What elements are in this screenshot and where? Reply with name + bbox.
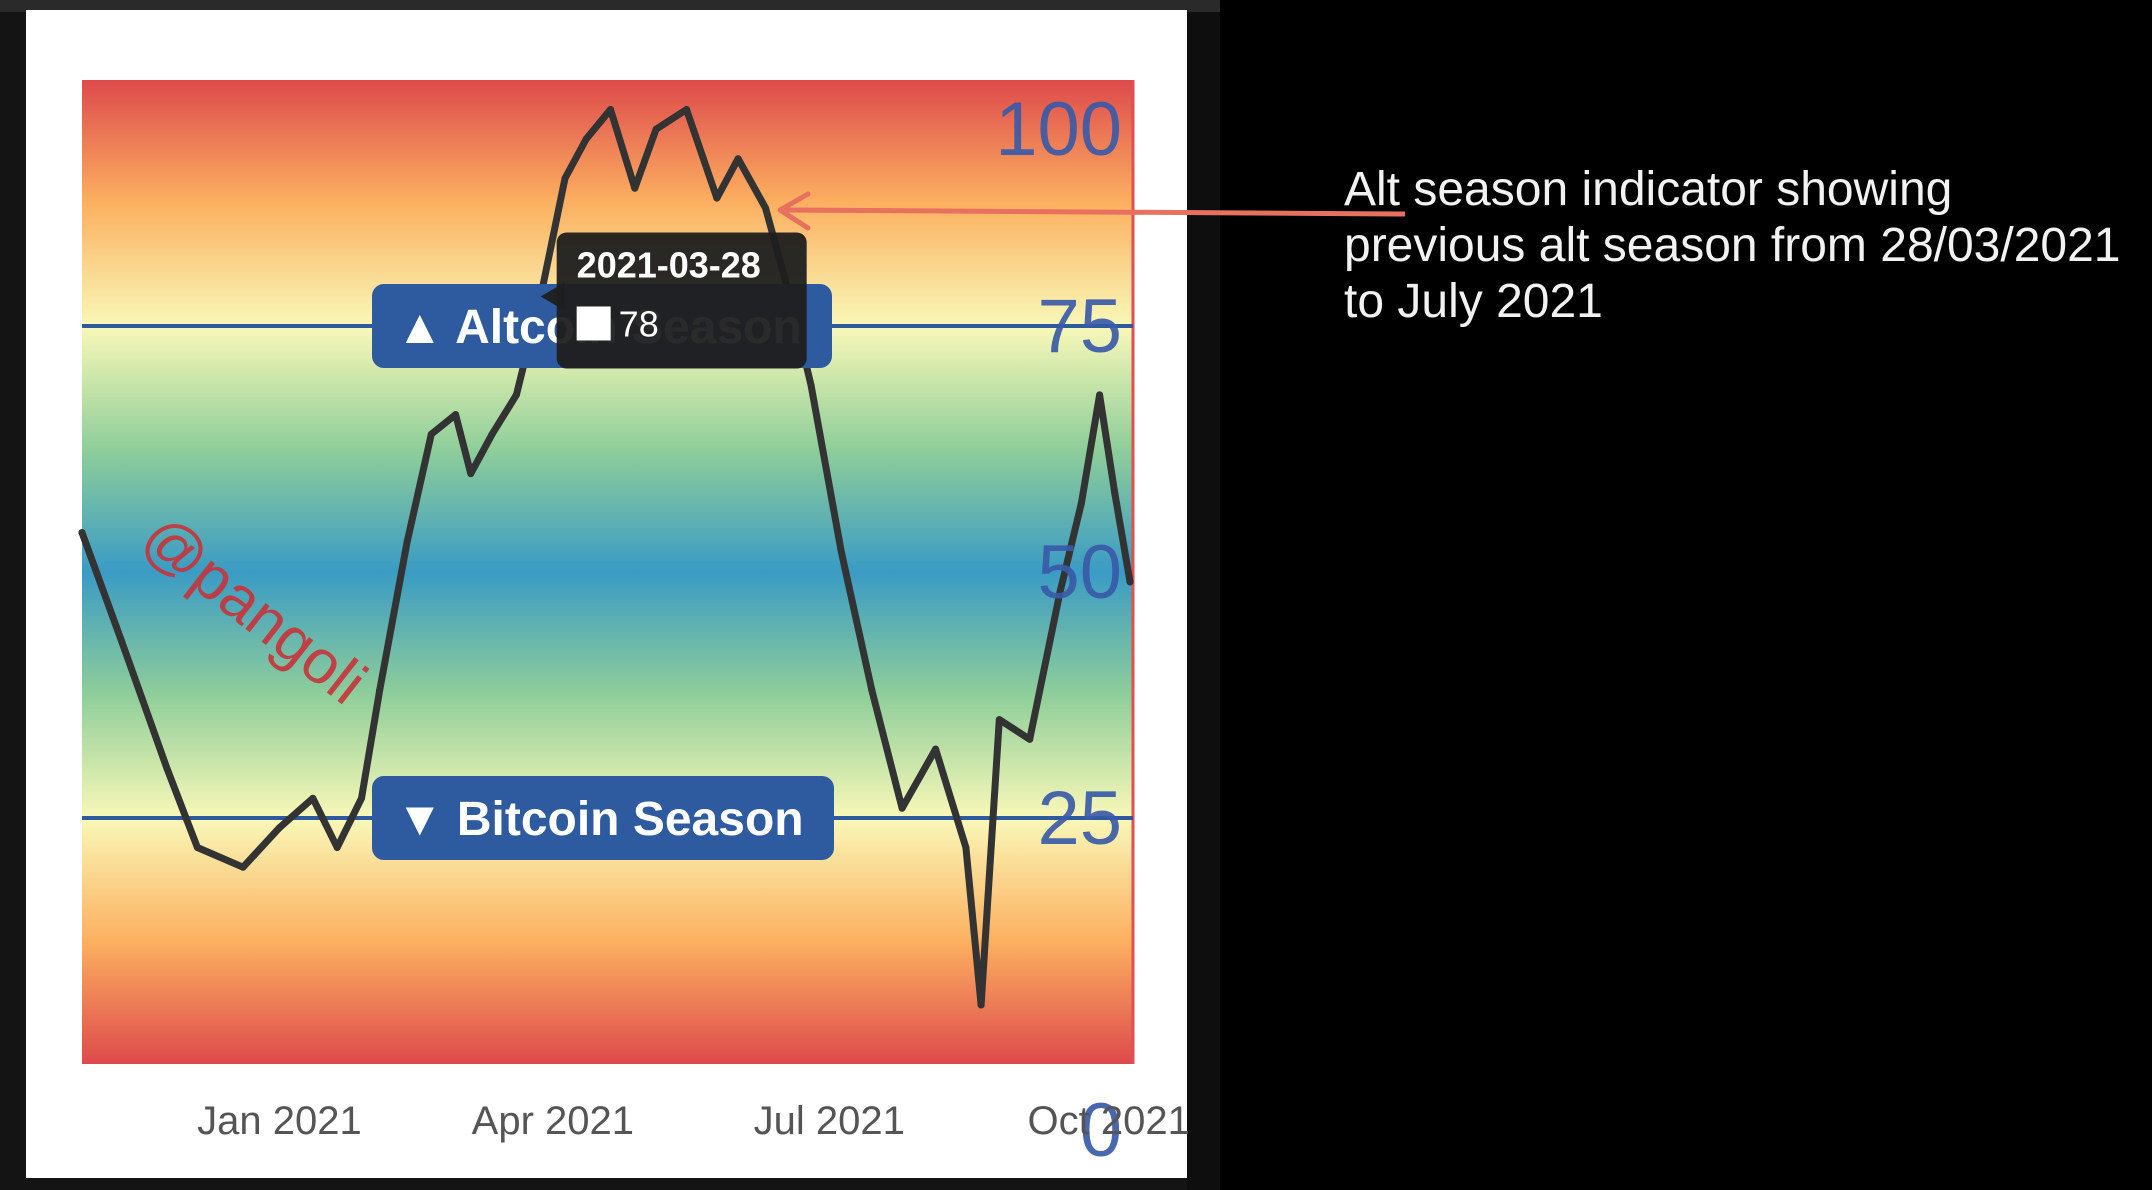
x-tick-label: Oct 2021 — [1028, 1099, 1190, 1143]
series-point — [734, 155, 742, 163]
series-point — [1096, 391, 1104, 399]
x-tick-label: Apr 2021 — [472, 1099, 634, 1143]
series-point — [333, 844, 341, 852]
series-point — [652, 125, 660, 133]
threshold-label-bitcoin: ▼ Bitcoin Season — [396, 793, 804, 846]
series-point — [761, 204, 769, 212]
tooltip-swatch — [576, 306, 611, 341]
tooltip-value: 78 — [619, 303, 659, 344]
threshold-label-box-bitcoin — [372, 776, 834, 860]
series-point — [193, 844, 201, 852]
y-tick-label: 50 — [1037, 530, 1122, 615]
y-tick-label: 25 — [1037, 776, 1122, 861]
series-point — [275, 824, 283, 832]
series-point — [807, 381, 815, 389]
y-tick-label: 100 — [995, 87, 1122, 172]
series-point — [163, 765, 171, 773]
series-point — [403, 538, 411, 546]
series-point — [1111, 489, 1119, 497]
series-point — [376, 686, 384, 694]
series-point — [488, 430, 496, 438]
series-point — [357, 794, 365, 802]
y-tick-label: 0 — [1080, 1088, 1122, 1173]
series-point — [561, 174, 569, 182]
annotation-arrow-head — [777, 191, 811, 231]
background-side-strip — [1187, 12, 1220, 1190]
x-tick-label: Jul 2021 — [754, 1099, 905, 1143]
series-point — [607, 106, 615, 114]
y-tick-label: 75 — [1037, 284, 1122, 369]
x-tick-label: Jan 2021 — [197, 1099, 362, 1143]
series-point — [868, 686, 876, 694]
series-point — [427, 430, 435, 438]
series-point — [995, 716, 1003, 724]
series-point — [898, 804, 906, 812]
series-point — [631, 184, 639, 192]
annotation-text: Alt season indicator showing previous al… — [1344, 163, 2121, 328]
series-point — [1126, 578, 1134, 586]
series-point — [582, 135, 590, 143]
series-point — [452, 411, 460, 419]
series-point — [837, 548, 845, 556]
series-point — [467, 470, 475, 478]
series-point — [1077, 499, 1085, 507]
series-point — [713, 194, 721, 202]
series-point — [932, 745, 940, 753]
annotation-arrow-line — [784, 207, 1406, 217]
series-point — [309, 794, 317, 802]
series-point — [682, 106, 690, 114]
series-point — [512, 391, 520, 399]
series-point — [239, 863, 247, 871]
series-point — [1056, 588, 1064, 596]
background-strip — [0, 0, 1220, 12]
series-point — [977, 1001, 985, 1009]
series-point — [78, 529, 86, 537]
series-point — [1026, 735, 1034, 743]
series-point — [117, 637, 125, 645]
series-point — [962, 844, 970, 852]
tooltip-date: 2021-03-28 — [577, 244, 761, 285]
tooltip-box — [556, 232, 807, 369]
